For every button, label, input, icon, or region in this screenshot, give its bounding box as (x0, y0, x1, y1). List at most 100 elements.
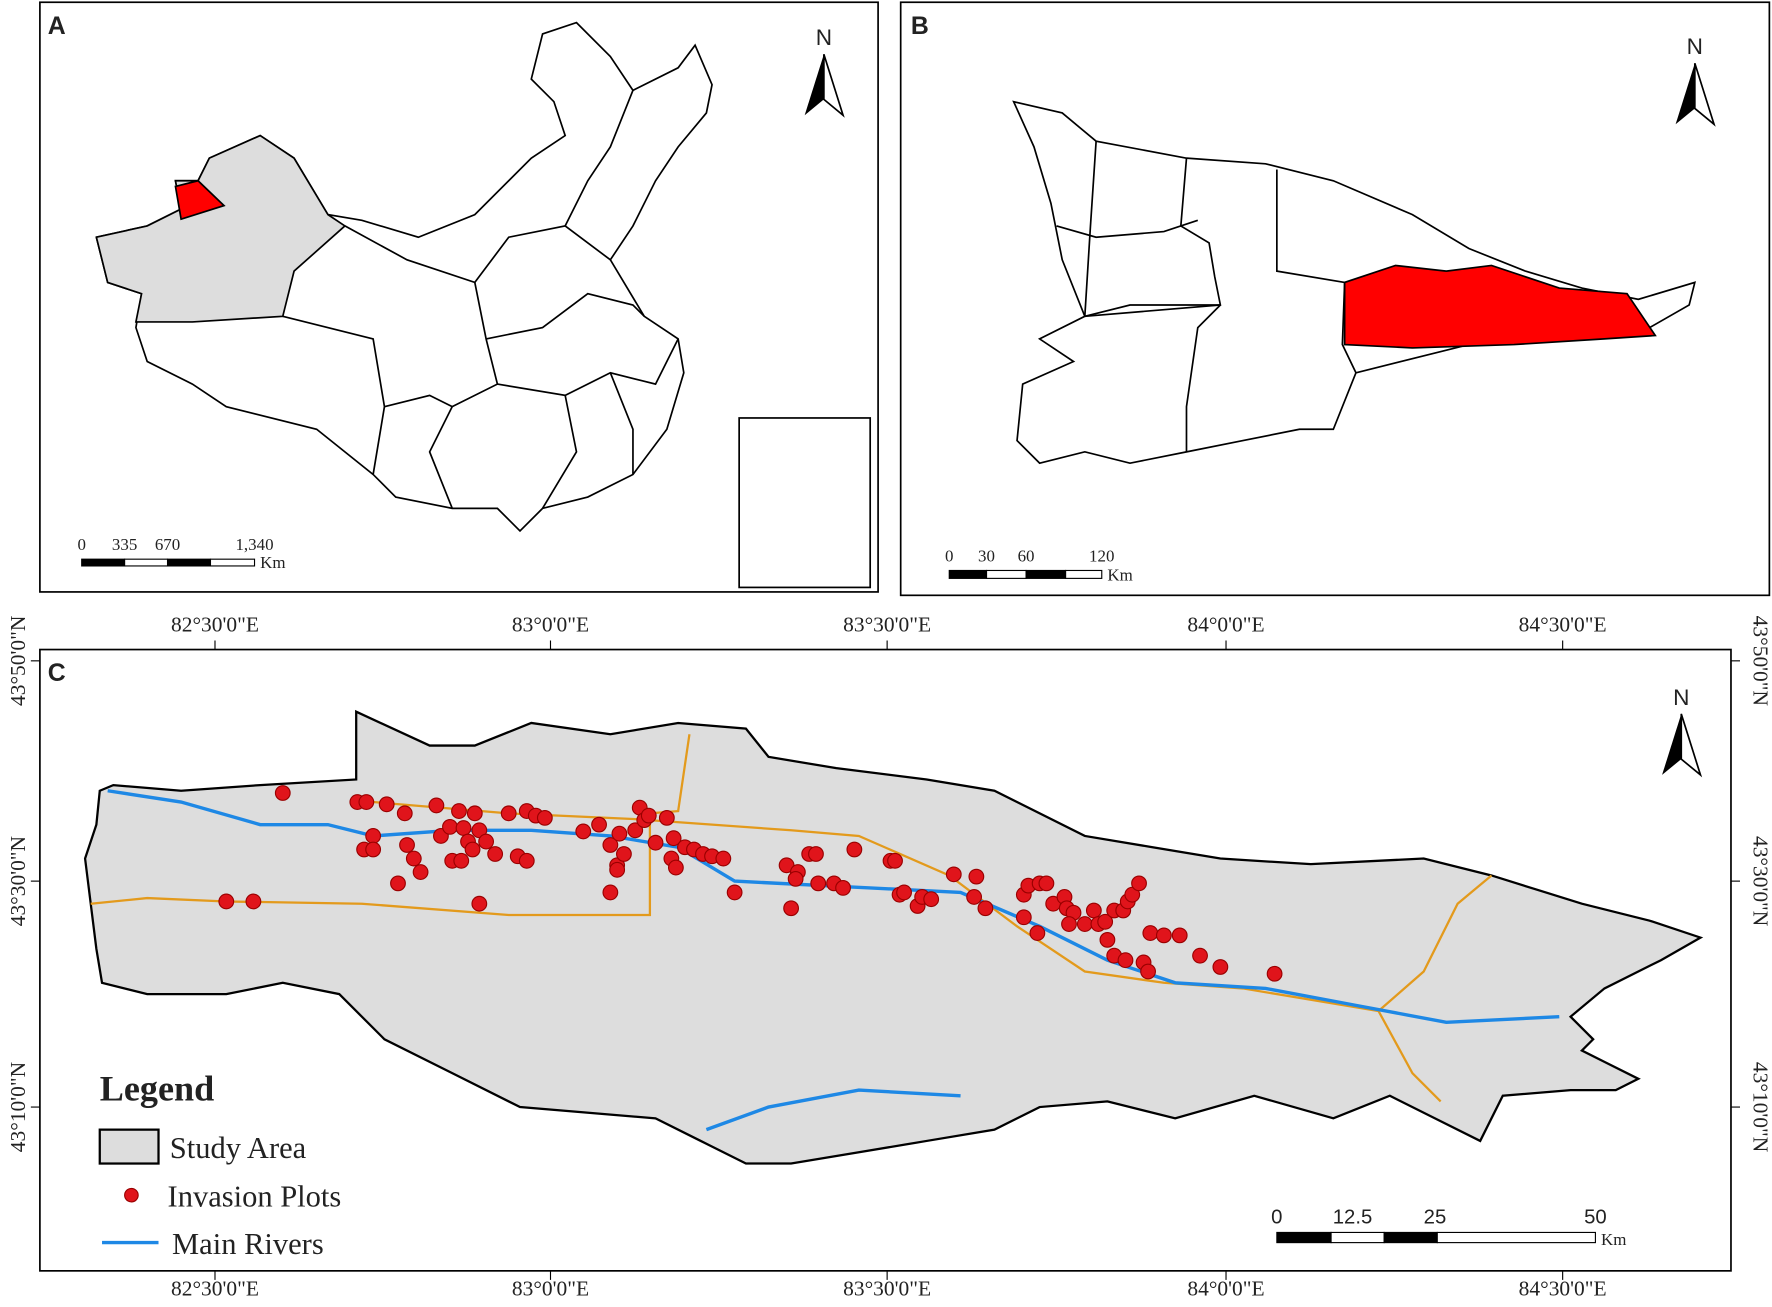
latitude-label: 43°50'0"N (1749, 616, 1772, 706)
invasion-plot (835, 879, 851, 896)
invasion-plot (471, 895, 488, 912)
invasion-plot (977, 900, 994, 917)
north-label: N (1687, 34, 1703, 59)
scale-unit: Km (1601, 1230, 1626, 1249)
invasion-plot (1015, 909, 1032, 926)
highlight-region (174, 179, 226, 221)
longitude-label: 83°0'0"E (512, 1277, 589, 1301)
scale-segment (81, 558, 126, 567)
invasion-plot (412, 864, 429, 880)
scale-label: 30 (978, 546, 995, 565)
scale-segment (985, 569, 1027, 579)
invasion-plot (453, 852, 470, 869)
invasion-plot (1117, 952, 1134, 969)
scale-label: 0 (945, 546, 953, 565)
longitude-label: 82°30'0"E (171, 612, 259, 636)
north-label: N (1673, 685, 1689, 710)
invasion-plot (647, 834, 664, 851)
longitude-label: 84°0'0"E (1187, 612, 1264, 636)
invasion-plot (715, 850, 732, 867)
invasion-plot (1076, 916, 1093, 932)
panel-label: C (48, 660, 66, 687)
scale-segment (1383, 1231, 1438, 1244)
scale-label: 0 (77, 535, 85, 554)
scale-segment (1025, 569, 1067, 579)
scale-label: 670 (155, 535, 180, 554)
invasion-plot (1097, 913, 1114, 930)
invasion-plot (1212, 959, 1229, 975)
invasion-plot (442, 818, 458, 835)
invasion-plot (887, 852, 903, 869)
legend-swatch (98, 1128, 160, 1165)
invasion-plot (399, 837, 415, 853)
legend-swatch (124, 1187, 139, 1203)
legend-label: Invasion Plots (168, 1179, 342, 1213)
invasion-plot (365, 841, 382, 858)
invasion-plot (1192, 947, 1208, 964)
invasion-plot (536, 809, 553, 826)
invasion-plot (478, 833, 495, 850)
scale-label: 0 (1271, 1206, 1282, 1228)
north-label: N (816, 25, 832, 50)
latitude-label: 43°10'0"N (1749, 1062, 1772, 1152)
invasion-plot (518, 852, 535, 869)
study-area (83, 709, 1704, 1165)
invasion-plot (405, 850, 422, 867)
invasion-plot (455, 820, 472, 836)
scale-segment (1436, 1231, 1596, 1244)
invasion-plot (1142, 925, 1159, 941)
invasion-plot (609, 861, 626, 878)
invasion-plot (968, 868, 985, 885)
province-lines (282, 90, 679, 509)
invasion-plot (1085, 902, 1102, 919)
invasion-plot (428, 797, 445, 814)
invasion-plot (378, 796, 395, 813)
invasion-plot (640, 807, 657, 824)
rivers (107, 789, 1560, 1132)
longitude-label: 82°30'0"E (171, 1277, 259, 1301)
scale-segment (948, 569, 988, 579)
legend-label: Main Rivers (172, 1227, 324, 1261)
north-arrow (1693, 63, 1716, 127)
invasion-plot (396, 805, 413, 822)
invasion-plot (575, 823, 592, 840)
invasion-plot (464, 841, 481, 858)
scale-segment (124, 558, 169, 567)
invasion-plot (487, 846, 504, 862)
invasion-plot (787, 870, 804, 887)
invasion-plot (451, 803, 467, 819)
invasion-plot (245, 893, 262, 910)
invasion-plot (358, 794, 375, 810)
longitude-label: 84°0'0"E (1187, 1277, 1264, 1301)
scale-unit: Km (1107, 566, 1132, 585)
inset-frame (738, 417, 872, 589)
invasion-plot (966, 889, 983, 905)
longitude-label: 83°30'0"E (843, 612, 931, 636)
invasion-plot (616, 846, 632, 862)
scale-label: 335 (112, 535, 137, 554)
invasion-plot (1038, 875, 1055, 892)
invasion-plot (466, 805, 483, 822)
scale-label: 12.5 (1333, 1206, 1373, 1228)
longitude-label: 83°30'0"E (843, 1277, 931, 1301)
invasion-plot (808, 846, 824, 862)
scale-segment (1330, 1231, 1385, 1244)
invasion-plot (390, 875, 406, 892)
north-arrow (823, 53, 845, 118)
invasion-plot (627, 822, 644, 839)
invasion-plot (274, 785, 291, 801)
invasion-plot (665, 830, 682, 847)
latitude-label: 43°50'0"N (6, 616, 30, 706)
panel-label: B (911, 13, 929, 40)
latitude-label: 43°10'0"N (6, 1062, 30, 1152)
scale-segment (209, 558, 256, 567)
invasion-plot (1140, 963, 1156, 980)
legend-label: Study Area (170, 1131, 307, 1165)
invasion-plot (602, 837, 619, 853)
invasion-plot (783, 900, 800, 917)
panel-label: A (48, 13, 66, 40)
longitude-label: 83°0'0"E (512, 612, 589, 636)
invasion-plot (1131, 875, 1147, 892)
latitude-label: 43°30'0"N (6, 836, 30, 926)
north-arrow (1680, 713, 1703, 778)
